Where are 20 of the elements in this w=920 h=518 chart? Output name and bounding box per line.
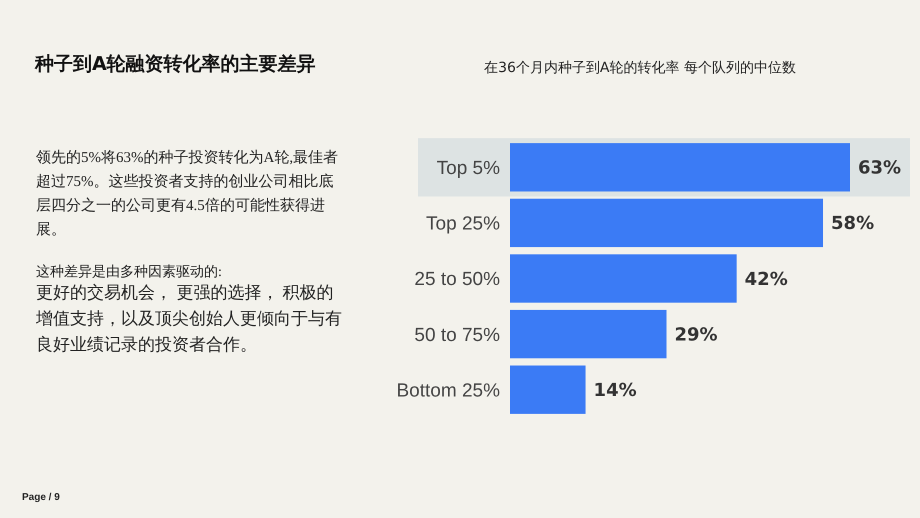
data-label: 58% (831, 213, 874, 234)
y-tick-label: Top 25% (426, 214, 500, 235)
bar (510, 254, 737, 303)
data-label: 14% (594, 380, 637, 401)
y-tick-label: 25 to 50% (414, 269, 500, 290)
data-label: 29% (674, 324, 718, 346)
text: 这种差异是由多种因素驱动的: (36, 264, 222, 280)
text: 更好的交易机会， 更强的选择， 积极的增值支持，以及顶尖创始人更倾向于与有良好业绩记录的投资者合作。 (35, 283, 342, 354)
text: 领先的5%将63%的种子投资转化为A轮,最佳者超过75%。这些投资者支持的创业公司相比底层四分之一的公司更有4.5倍的可能性获得进展。 (36, 149, 338, 238)
bar (510, 310, 667, 358)
y-tick-label: 50 to 75% (414, 324, 500, 346)
y-tick-label: Bottom 25% (396, 380, 500, 402)
bar (510, 366, 586, 414)
data-label: 42% (744, 268, 788, 290)
data-label: 63% (858, 158, 902, 179)
bar (510, 198, 824, 248)
chart-subtitle: 在36个月内种子到A轮的转化率 每个队列的中位数 (484, 60, 796, 76)
text: Page / 9 (22, 492, 60, 503)
y-tick-label: Top 5% (436, 158, 500, 179)
text: 种子到A轮融资转化率的主要差异 (34, 53, 316, 75)
